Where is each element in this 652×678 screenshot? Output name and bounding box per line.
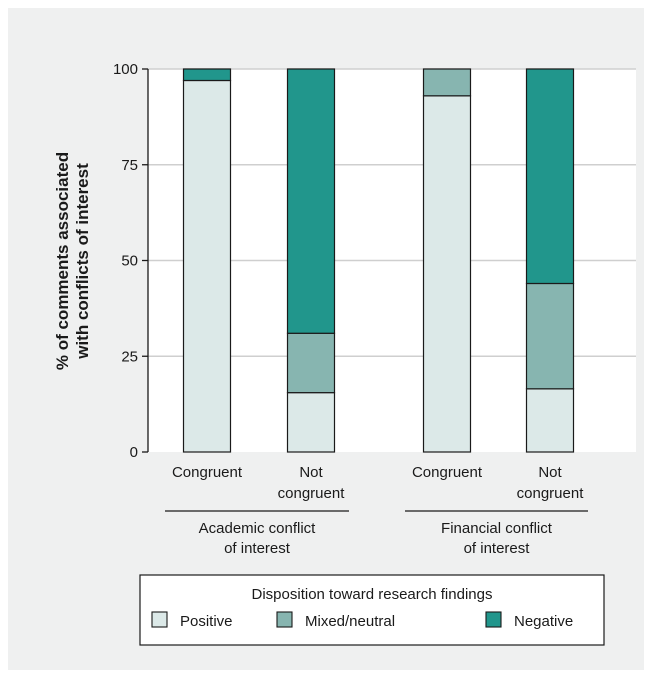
category-label: congruent	[278, 485, 346, 502]
axis-layer: 0 25 50 75 100	[113, 61, 149, 461]
category-label: Not	[299, 464, 323, 481]
y-tick-label: 75	[121, 157, 138, 174]
bar-segment-mixed-neutral	[286, 332, 336, 394]
bar-segment-mixed-neutral	[525, 282, 575, 390]
bar-segment-positive	[286, 392, 336, 453]
category-label: congruent	[517, 485, 585, 502]
category-label: Congruent	[172, 464, 243, 481]
legend-swatch	[151, 611, 168, 628]
legend-label: Positive	[180, 613, 233, 630]
y-axis-label: % of comments associated	[53, 152, 72, 370]
category-label: Congruent	[412, 464, 483, 481]
group-label: Academic conflict	[199, 520, 317, 537]
y-tick-label: 100	[113, 61, 138, 78]
labels-layer: Congruent Not congruent Congruent Not congrue…	[53, 152, 588, 557]
legend-title: Disposition toward research findings	[252, 586, 493, 603]
legend-swatch	[276, 611, 293, 628]
y-tick-label: 0	[130, 444, 138, 461]
y-axis-label: with conflicts of interest	[73, 163, 92, 360]
bar-segment-negative	[182, 68, 232, 82]
y-tick-label: 50	[121, 253, 138, 270]
bar-segment-positive	[422, 95, 472, 453]
bar-segment-positive	[525, 388, 575, 453]
category-label: Not	[538, 464, 562, 481]
legend-box	[139, 574, 605, 646]
legend-swatch	[485, 611, 502, 628]
y-tick-label: 25	[121, 348, 138, 365]
bar-segment-negative	[286, 68, 336, 334]
bars-layer	[182, 68, 575, 453]
bar-segment-positive	[182, 79, 232, 453]
legend-label: Negative	[514, 613, 573, 630]
group-label: of interest	[464, 540, 531, 557]
group-label: of interest	[224, 540, 291, 557]
group-label: Financial conflict	[441, 520, 553, 537]
bar-segment-negative	[525, 68, 575, 285]
legend: Disposition toward research findings Posi…	[139, 574, 605, 646]
legend-label: Mixed/neutral	[305, 613, 395, 630]
bar-segment-mixed-neutral	[422, 68, 472, 97]
